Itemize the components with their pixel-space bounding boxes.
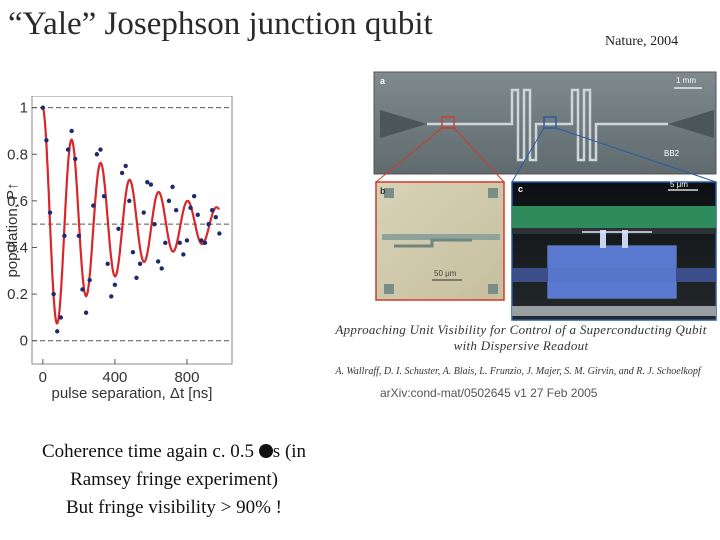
fit-curve: [41, 107, 220, 325]
caption-line-1-text: Coherence time again c. 0.5: [41, 441, 259, 462]
data-point: [141, 210, 146, 215]
panel-b-label: b: [380, 186, 386, 196]
paper-title-line1: Approaching Unit Visibility for Control …: [335, 322, 707, 337]
mu-symbol-icon: [258, 444, 273, 458]
data-point: [159, 266, 164, 271]
data-point: [163, 240, 168, 246]
data-points: [40, 105, 222, 334]
panel-a-label: a: [380, 76, 386, 86]
data-point: [91, 203, 96, 208]
y-tick-label: 0.6: [7, 193, 28, 210]
paper-title-line2: with Dispersive Readout: [453, 338, 589, 353]
data-point: [101, 194, 107, 199]
y-tick-label: 0.4: [7, 239, 28, 256]
y-axis-label: population, P↑: [4, 182, 21, 277]
plot-frame: [31, 96, 233, 365]
data-point: [173, 207, 179, 213]
sample-id: BB2: [664, 149, 680, 158]
data-point: [148, 182, 154, 187]
x-axis-label: pulse separation, Δt [ns]: [52, 385, 213, 402]
x-axis-ticks: 0 400 800: [39, 359, 199, 386]
data-point: [44, 138, 49, 143]
data-point: [145, 180, 150, 185]
micrograph-panel-b: b 50 μm: [375, 181, 505, 301]
x-tick-label: 400: [102, 369, 127, 386]
y-tick-label: 0.8: [7, 146, 28, 163]
data-point: [62, 233, 67, 239]
data-point: [199, 238, 204, 243]
paper-authors: A. Wallraff, D. I. Schuster, A. Blais, L…: [335, 366, 701, 377]
data-point: [170, 184, 175, 190]
x-tick-label: 0: [39, 369, 47, 386]
slide-title: “Yale” Josephson junction qubit: [8, 6, 433, 42]
caption: Coherence time again c. 0.5 s (in Ramsey…: [6, 438, 342, 522]
journal-citation: Nature, 2004: [605, 34, 679, 49]
data-point: [217, 231, 222, 236]
caption-line-3: But fringe visibility > 90% !: [65, 497, 282, 518]
data-point: [206, 221, 211, 227]
caption-line-1: Coherence time again c. 0.5 s (in: [6, 438, 342, 466]
data-point: [127, 198, 132, 204]
data-point: [94, 152, 100, 157]
data-point: [105, 261, 110, 266]
data-point: [202, 240, 208, 246]
panel-b-scale: 50 μm: [434, 269, 457, 278]
data-point: [188, 205, 193, 211]
data-point: [191, 194, 197, 199]
panel-c-scale: 5 μm: [670, 180, 688, 189]
caption-line-2: Ramsey fringe experiment): [70, 469, 278, 490]
data-point: [47, 210, 53, 215]
micrograph-panel-c: c 5 μm: [511, 180, 717, 321]
data-point: [195, 212, 200, 218]
data-point: [69, 128, 74, 134]
data-point: [119, 170, 125, 176]
data-point: [112, 282, 118, 287]
data-point: [134, 275, 139, 280]
data-point: [51, 291, 56, 297]
caption-line-1-suffix: s (in: [272, 441, 307, 462]
data-point: [137, 261, 143, 266]
qubit-micrographs: a 1 mm BB2 b 50 μm c 5 μm: [373, 71, 717, 321]
data-point: [83, 310, 89, 315]
x-tick-label: 800: [174, 369, 199, 386]
data-point: [155, 259, 161, 264]
data-point: [181, 252, 186, 257]
data-point: [98, 147, 103, 152]
data-point: [130, 249, 136, 255]
data-point: [177, 240, 182, 246]
y-axis-ticks: 0 0.2 0.4 0.6 0.8 1: [7, 100, 37, 350]
arxiv-reference: arXiv:cond-mat/0502645 v1 27 Feb 2005: [380, 386, 598, 400]
data-point: [213, 214, 218, 220]
micrograph-panel-a: a 1 mm BB2: [373, 71, 717, 175]
data-point: [73, 156, 78, 162]
panel-c-label: c: [518, 184, 523, 194]
data-point: [184, 238, 190, 243]
y-tick-label: 0.2: [7, 286, 28, 303]
data-point: [40, 105, 46, 110]
data-point: [76, 233, 82, 239]
data-point: [58, 315, 64, 320]
data-point: [87, 277, 92, 283]
y-tick-label: 0: [20, 333, 28, 350]
ramsey-fringe-plot: 0 0.2 0.4 0.6 0.8 1 0 400 800 pulse separation,…: [4, 96, 233, 402]
data-point: [55, 329, 60, 334]
data-point: [166, 198, 172, 204]
data-point: [123, 163, 128, 169]
paper-title: Approaching Unit Visibility for Control …: [322, 322, 720, 354]
y-tick-label: 1: [20, 100, 28, 117]
panel-a-scale: 1 mm: [676, 76, 696, 85]
data-point: [65, 147, 71, 152]
data-point: [116, 226, 121, 232]
data-point: [80, 287, 85, 292]
data-point: [109, 294, 114, 299]
data-point: [209, 207, 215, 213]
data-point: [152, 221, 157, 227]
